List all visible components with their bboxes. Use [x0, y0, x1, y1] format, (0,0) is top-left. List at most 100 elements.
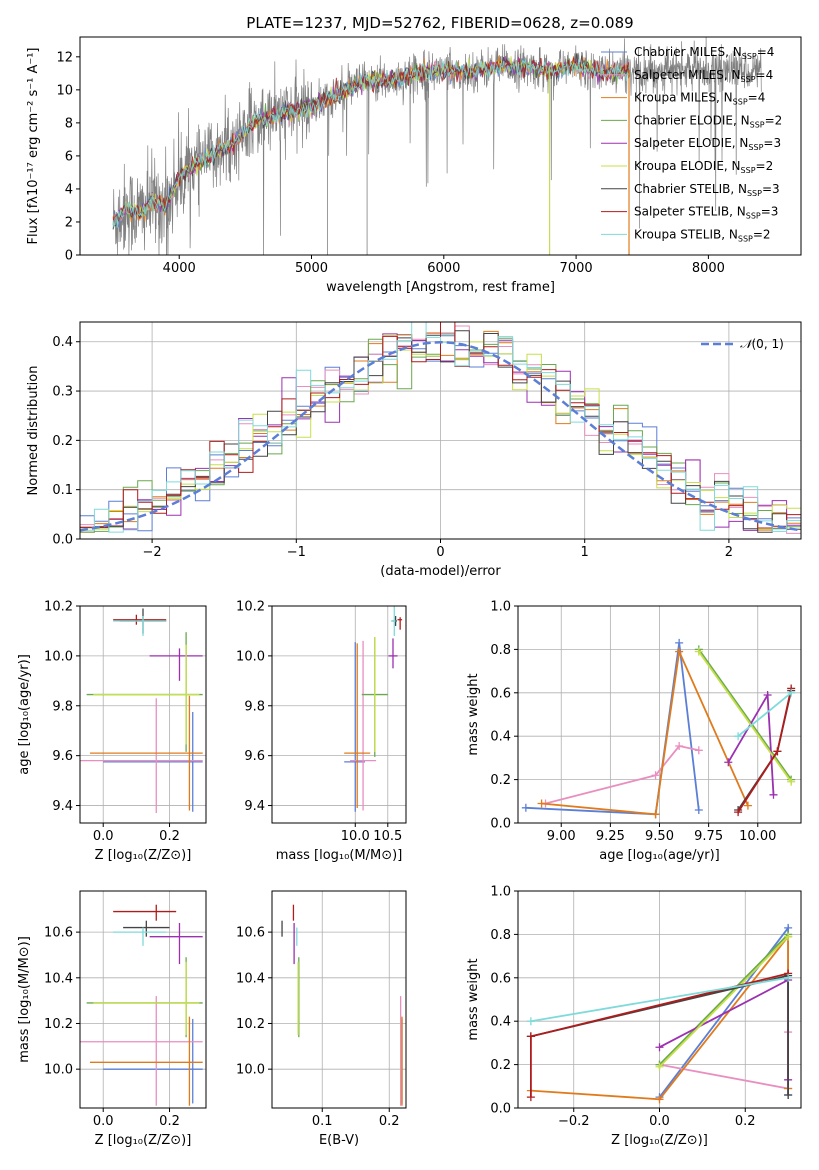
weight_vs_Z-marker: [526, 1032, 535, 1041]
weight_vs_age-ytick-label: 0.0: [490, 817, 511, 832]
weight_vs_age-series-8: [737, 692, 792, 737]
weight_vs_age-ytick-label: 0.4: [490, 730, 511, 745]
weight_vs_age-marker: [675, 647, 684, 656]
weight_vs_Z-xtick-label: 0.2: [735, 1114, 756, 1129]
mass_vs_ebv-frame: [271, 890, 407, 1109]
spectrum-xtick-label: 5000: [295, 261, 328, 276]
spectrum-ytick-label: 4: [65, 182, 73, 197]
age_vs_Z-ytick-label: 9.6: [52, 749, 73, 764]
spectrum-ytick-label: 10: [56, 83, 73, 98]
age_vs_mass-xtick-label: 10.0: [341, 829, 370, 844]
mass_vs_ebv-axes: 0.1 0.2 10.0 10.2 10.4 10.6 E(B-V): [236, 890, 407, 1148]
residuals-ytick-label: 0.1: [52, 483, 73, 498]
mass_vs_ebv-xtick-label: 0.1: [312, 1114, 333, 1129]
age_vs_Z-ytick-label: 10.0: [44, 649, 73, 664]
spectrum-ytick-label: 2: [65, 215, 73, 230]
residuals-axes: −2 −1 0 1 2 0.0 0.1 0.2 0.3 0.4 (data-model)/error…: [26, 321, 802, 579]
residuals-xtick-label: 1: [581, 545, 589, 560]
weight_vs_age-series-3: [698, 648, 792, 781]
mass_vs_Z-ylabel: mass [log₁₀(M/M⊙)]: [17, 936, 32, 1063]
age_vs_mass-ytick-label: 10.0: [236, 649, 265, 664]
weight_vs_Z-marker: [784, 932, 793, 941]
weight_vs_age-ytick-label: 0.6: [490, 686, 511, 701]
weight_vs_Z-marker: [526, 1093, 535, 1102]
mass_vs_Z-plot: [80, 904, 203, 1106]
residuals-ytick-label: 0.3: [52, 385, 73, 400]
legend-label: Chabrier ELODIE, NSSP=2: [634, 113, 782, 129]
age_vs_Z-frame: [79, 605, 207, 824]
mass_vs_ebv-ytick-label: 10.0: [236, 1063, 265, 1078]
weight_vs_age-marker: [773, 747, 782, 756]
weight_vs_age-marker: [787, 777, 796, 786]
age_vs_Z-xtick-label: 0.2: [159, 829, 180, 844]
weight_vs_age-axes: 9.00 9.25 9.50 9.75 10.00 0.0 0.2 0.4 0.6 0.8 1.0 a…: [466, 600, 802, 863]
spectrum-ylabel: Flux [fλ10⁻¹⁷ erg cm⁻² s⁻¹ A⁻¹]: [26, 48, 41, 245]
age_vs_Z-plot: [80, 608, 203, 814]
weight_vs_Z-xlabel: Z [log₁₀(Z/Z⊙)]: [611, 1133, 708, 1148]
weight_vs_age-marker: [724, 758, 733, 767]
weight_vs_Z-series-5: [658, 935, 789, 1068]
weight_vs_Z-marker: [655, 1095, 664, 1104]
weight_vs_age-marker: [734, 732, 743, 741]
mass_vs_Z-xtick-label: 0.2: [159, 1114, 180, 1129]
weight_vs_age-marker: [694, 647, 703, 656]
age_vs_mass-plot: [344, 606, 403, 812]
weight_vs_age-marker: [537, 799, 546, 808]
spectrum-xtick-label: 6000: [427, 261, 460, 276]
mass_vs_Z-axes: 0.0 0.2 10.0 10.2 10.4 10.6 Z [log₁₀(Z/Z⊙)] mas…: [17, 890, 207, 1148]
weight_vs_age-marker: [694, 805, 703, 814]
weight_vs_age-series-2: [541, 648, 749, 816]
age_vs_Z-xlabel: Z [log₁₀(Z/Z⊙)]: [95, 848, 192, 863]
legend-label: Salpeter ELODIE, NSSP=3: [634, 136, 781, 152]
figure-title: PLATE=1237, MJD=52762, FIBERID=0628, z=0…: [246, 14, 633, 32]
hist-series-8: [80, 322, 801, 533]
age_vs_Z-axes: 0.0 0.2 9.4 9.6 9.8 10.0 10.2 Z [log₁₀(Z/Z⊙)] ag…: [17, 600, 207, 863]
residuals-ytick-label: 0.2: [52, 434, 73, 449]
weight_vs_Z-marker: [784, 973, 793, 982]
weight_vs_Z-axes: −0.2 0.0 0.2 0.0 0.2 0.4 0.6 0.8 1.0 Z [log₁₀(Z/Z…: [466, 885, 802, 1148]
weight_vs_age-series-1: [545, 745, 699, 805]
weight_vs_age-marker: [651, 771, 660, 780]
age_vs_mass-frame: [271, 605, 407, 824]
age_vs_mass-xtick-label: 10.5: [373, 829, 402, 844]
legend-label: Chabrier MILES, NSSP=4: [634, 45, 774, 61]
residuals-xtick-label: −1: [287, 545, 306, 560]
weight_vs_Z-ylabel: mass weight: [466, 958, 481, 1040]
age_vs_Z-ytick-label: 9.4: [52, 799, 73, 814]
weight_vs_Z-ytick-label: 1.0: [490, 885, 511, 900]
weight_vs_Z-marker: [655, 1043, 664, 1052]
mass_vs_Z-ytick-label: 10.6: [44, 926, 73, 941]
weight_vs_age-series-6: [737, 690, 793, 811]
weight_vs_age-marker: [675, 638, 684, 647]
weight_vs_age-xtick-label: 9.50: [645, 829, 674, 844]
spectrum-model-8: [112, 58, 629, 228]
weight_vs_Z-xtick-label: 0.0: [649, 1114, 670, 1129]
mass_vs_Z-ytick-label: 10.4: [44, 971, 73, 986]
spectrum-ytick-label: 0: [65, 249, 73, 264]
residuals-plot: [80, 322, 801, 534]
spectrum-xtick-label: 8000: [692, 261, 725, 276]
legend-label: Salpeter MILES, NSSP=4: [634, 68, 773, 84]
spectrum-axes: 4000 5000 6000 7000 8000 0 2 4 6 8 10 12 wavelength …: [26, 36, 802, 295]
weight_vs_Z-ytick-label: 0.6: [490, 971, 511, 986]
mass_vs_Z-ytick-label: 10.2: [44, 1017, 73, 1032]
legend-label: Kroupa MILES, NSSP=4: [634, 91, 765, 107]
weight_vs_age-xtick-label: 9.00: [547, 829, 576, 844]
mass_vs_Z-xtick-label: 0.0: [93, 1114, 114, 1129]
residuals-ylabel: Normed distribution: [26, 366, 41, 496]
weight_vs_age-series-7: [737, 688, 793, 813]
residuals-xtick-label: −2: [143, 545, 162, 560]
weight_vs_age-plot: [521, 638, 796, 819]
weight_vs_Z-plot: [526, 923, 793, 1104]
spectrum-xtick-label: 4000: [163, 261, 196, 276]
hist-legend-label: 𝒩(0, 1): [740, 337, 784, 351]
weight_vs_Z-marker: [784, 1090, 793, 1099]
weight_vs_Z-ytick-label: 0.0: [490, 1102, 511, 1117]
age_vs_Z-ytick-label: 10.2: [44, 600, 73, 615]
weight_vs_Z-xtick-label: −0.2: [558, 1114, 590, 1129]
weight_vs_age-series-5: [698, 651, 792, 783]
weight_vs_age-series-0: [525, 642, 700, 816]
weight_vs_age-ytick-label: 1.0: [490, 600, 511, 615]
weight_vs_Z-series-8: [530, 976, 789, 1023]
weight_vs_age-xlabel: age [log₁₀(age/yr)]: [599, 848, 720, 863]
